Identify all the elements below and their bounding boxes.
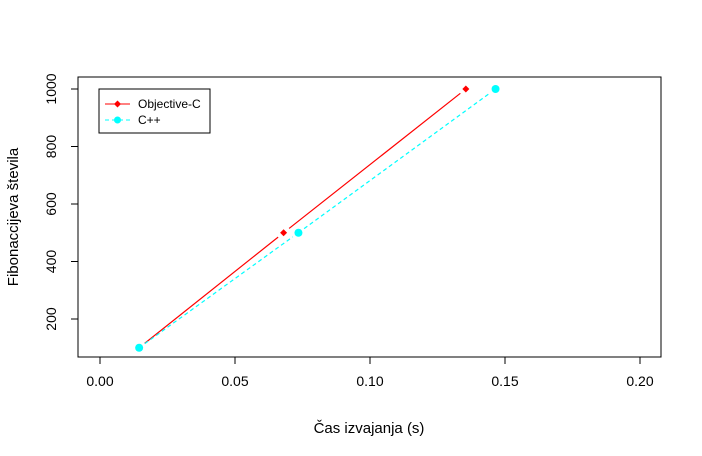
legend-marker-objective-c xyxy=(114,100,121,108)
y-axis-title: Fibonaccijeva števila xyxy=(5,147,22,286)
x-tick-label: 0.20 xyxy=(626,373,653,389)
series-cpp-point xyxy=(135,343,144,352)
y-tick-label: 600 xyxy=(43,192,59,216)
legend: Objective-C C++ xyxy=(98,88,211,134)
x-axis: 0.00 0.05 0.10 0.15 0.20 xyxy=(86,356,654,389)
series-cpp-point xyxy=(491,85,500,93)
series-objective-c-segment xyxy=(288,92,461,229)
series-cpp-point xyxy=(294,228,303,237)
legend-marker-cpp xyxy=(114,116,121,124)
x-tick-label: 0.00 xyxy=(86,373,113,389)
x-tick-label: 0.05 xyxy=(221,373,248,389)
y-tick-label: 800 xyxy=(43,135,59,159)
series-objective-c-point xyxy=(462,85,470,93)
x-axis-title: Čas izvajanja (s) xyxy=(314,420,425,437)
legend-box xyxy=(98,88,211,134)
legend-label-objective-c: Objective-C xyxy=(138,97,201,111)
series-cpp-segment xyxy=(303,92,491,230)
legend-label-cpp: C++ xyxy=(138,113,161,127)
y-tick-label: 1000 xyxy=(43,73,59,104)
series-cpp-segment xyxy=(144,236,294,345)
series-layer xyxy=(135,85,500,352)
series-objective-c-segment xyxy=(144,236,279,344)
x-tick-label: 0.10 xyxy=(356,373,383,389)
x-tick-label: 0.15 xyxy=(491,373,518,389)
y-axis: 200 400 600 800 1000 xyxy=(43,73,79,331)
series-objective-c-point xyxy=(280,229,288,237)
y-tick-label: 400 xyxy=(43,250,59,274)
y-tick-label: 200 xyxy=(43,307,59,331)
